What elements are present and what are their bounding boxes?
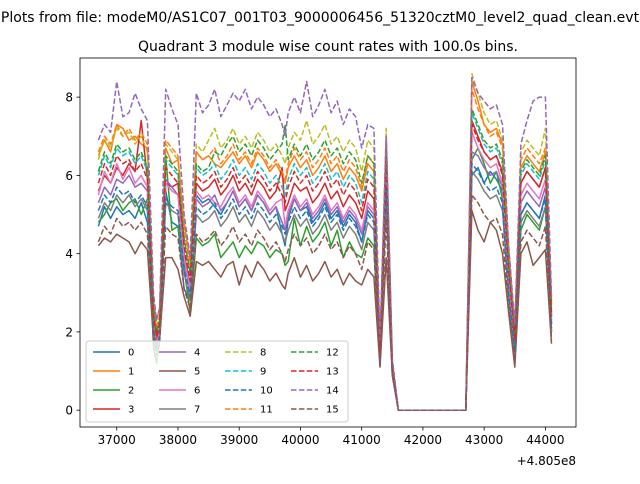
legend-label-13: 13 — [326, 367, 339, 378]
axes-frame — [79, 57, 577, 428]
legend-label-8: 8 — [260, 348, 266, 359]
plot-area — [97, 72, 553, 411]
series-line-8 — [97, 72, 553, 411]
legend-label-12: 12 — [326, 348, 339, 359]
series-line-1 — [97, 80, 553, 411]
series-line-10 — [97, 162, 553, 411]
series-line-15 — [97, 194, 553, 411]
y-tick-label: 4 — [65, 247, 73, 261]
legend-label-7: 7 — [194, 405, 200, 416]
x-tick-label: 42000 — [404, 433, 442, 447]
x-tick-label: 41000 — [343, 433, 381, 447]
y-tick-label: 0 — [65, 404, 73, 418]
series-line-9 — [97, 112, 553, 411]
legend-label-11: 11 — [260, 405, 273, 416]
legend-label-1: 1 — [128, 367, 134, 378]
x-tick-label: 37000 — [98, 433, 136, 447]
legend-label-15: 15 — [326, 405, 339, 416]
series-line-3 — [97, 119, 553, 411]
legend-label-3: 3 — [128, 405, 134, 416]
series-line-11 — [97, 88, 553, 411]
legend-label-0: 0 — [128, 348, 134, 359]
legend-label-9: 9 — [260, 367, 266, 378]
series-line-4 — [97, 151, 553, 411]
series-line-7 — [97, 170, 553, 411]
series-line-5 — [97, 209, 553, 411]
y-tick-label: 8 — [65, 91, 73, 105]
legend-label-5: 5 — [194, 367, 200, 378]
y-tick-label: 2 — [65, 325, 73, 339]
axes: 37000 38000 39000 40000 41000 42000 43000 44000… — [65, 57, 577, 447]
figure-suptitle: Plots from file: modeM0/AS1C07_001T03_90… — [1, 10, 640, 26]
legend-label-2: 2 — [128, 386, 134, 397]
legend-label-6: 6 — [194, 386, 200, 397]
legend-box — [85, 340, 349, 423]
legend-label-10: 10 — [260, 386, 273, 397]
y-tick-label: 6 — [65, 169, 73, 183]
chart-title: Quadrant 3 module wise count rates with … — [138, 39, 518, 55]
x-tick-label: 40000 — [281, 433, 319, 447]
x-tick-label: 38000 — [159, 433, 197, 447]
series-line-2 — [97, 147, 553, 411]
x-tick-label: 44000 — [526, 433, 564, 447]
series-line-6 — [97, 131, 553, 411]
x-offset-label: +4.805e8 — [517, 454, 576, 468]
legend-label-14: 14 — [326, 386, 339, 397]
series-line-12 — [97, 108, 553, 411]
x-tick-label: 43000 — [465, 433, 503, 447]
legend-label-4: 4 — [194, 348, 200, 359]
series-line-14 — [97, 76, 553, 411]
series-line-13 — [97, 123, 553, 411]
x-tick-label: 39000 — [220, 433, 258, 447]
